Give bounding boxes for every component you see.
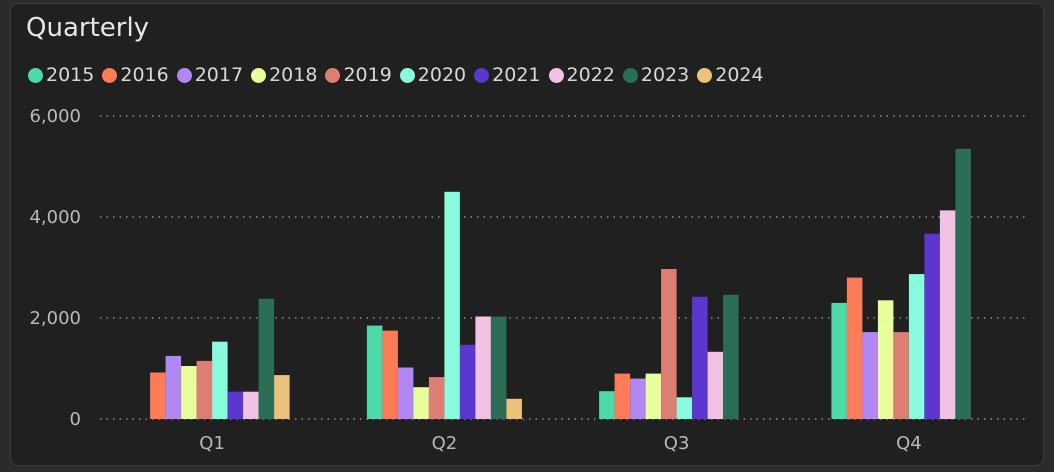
legend-label: 2018 — [269, 64, 318, 86]
legend-label: 2020 — [417, 64, 467, 86]
bar-Q3-2020[interactable] — [676, 397, 693, 419]
legend-label: 2019 — [343, 64, 392, 86]
legend-item-2021[interactable]: 2021 — [474, 64, 541, 86]
x-tick-label: Q4 — [896, 433, 922, 454]
legend-swatch — [325, 67, 341, 83]
legend-item-2016[interactable]: 2016 — [102, 64, 169, 86]
x-tick-label: Q3 — [664, 433, 690, 454]
bar-Q2-2020[interactable] — [444, 191, 460, 420]
bar-Q4-2015[interactable] — [831, 302, 847, 419]
bar-Q1-2016[interactable] — [150, 372, 166, 420]
legend-item-2020[interactable]: 2020 — [399, 64, 467, 86]
legend-label: 2021 — [492, 64, 541, 86]
bar-Q3-2019[interactable] — [661, 269, 677, 419]
y-tick-label: 0 — [70, 409, 81, 430]
bar-Q3-2021[interactable] — [692, 296, 708, 419]
bar-Q2-2022[interactable] — [475, 316, 491, 420]
bar-Q2-2015[interactable] — [366, 325, 383, 419]
bar-Q2-2018[interactable] — [413, 387, 429, 419]
legend-swatch — [102, 67, 118, 83]
bar-Q2-2016[interactable] — [382, 330, 398, 419]
plot-area: 0 2,000 4,000 6,000 Q1 Q2 Q3 Q4 — [29, 106, 1029, 454]
legend-swatch — [251, 67, 267, 83]
x-tick-label: Q2 — [432, 433, 458, 454]
bar-Q2-2017[interactable] — [397, 367, 414, 420]
x-tick-label: Q1 — [199, 433, 225, 454]
chart-card: Quarterly 2015 2016 2017 2018 2019 2020 2021 20… — [10, 3, 1044, 466]
bar-Q4-2018[interactable] — [877, 300, 894, 419]
bar-Q1-2021[interactable] — [227, 391, 244, 419]
bar-Q4-2016[interactable] — [846, 277, 863, 419]
bar-Q2-2019[interactable] — [428, 377, 445, 419]
legend-item-2017[interactable]: 2017 — [176, 64, 244, 86]
bar-Q4-2017[interactable] — [862, 332, 878, 419]
legend-item-2018[interactable]: 2018 — [251, 64, 317, 86]
bar-Q3-2018[interactable] — [645, 373, 662, 419]
legend-swatch — [399, 67, 415, 83]
bar-Q1-2022[interactable] — [243, 391, 259, 419]
bar-Q2-2021[interactable] — [459, 344, 476, 419]
bar-Q1-2017[interactable] — [165, 355, 182, 419]
legend-label: 2015 — [46, 64, 95, 86]
bar-Q3-2023[interactable] — [723, 294, 739, 419]
chart-title: Quarterly — [26, 13, 150, 43]
legend-item-2015[interactable]: 2015 — [28, 64, 94, 86]
bar-Q1-2023[interactable] — [258, 298, 275, 419]
legend-item-2024[interactable]: 2024 — [697, 64, 764, 86]
legend-item-2019[interactable]: 2019 — [325, 64, 392, 86]
legend: 2015 2016 2017 2018 2019 2020 2021 2022 2023 2024 — [28, 63, 772, 87]
bar-Q1-2020[interactable] — [212, 341, 228, 419]
y-tick-label: 4,000 — [29, 207, 81, 228]
y-tick-label: 2,000 — [29, 308, 81, 329]
legend-label: 2017 — [194, 64, 244, 86]
legend-swatch — [697, 67, 713, 83]
bar-Q1-2024[interactable] — [274, 375, 290, 419]
bar-Q4-2022[interactable] — [939, 210, 956, 419]
bar-Q2-2024[interactable] — [506, 398, 522, 419]
legend-swatch — [176, 67, 192, 83]
legend-swatch — [474, 67, 490, 83]
bar-Q3-2022[interactable] — [707, 351, 724, 419]
bar-Q1-2019[interactable] — [196, 360, 213, 419]
legend-label: 2022 — [566, 64, 615, 86]
legend-item-2023[interactable]: 2023 — [622, 64, 690, 86]
bar-Q3-2017[interactable] — [630, 378, 646, 419]
legend-swatch — [28, 67, 43, 83]
bar-Q3-2015[interactable] — [599, 391, 615, 419]
legend-label: 2023 — [640, 64, 690, 86]
legend-label: 2024 — [715, 64, 764, 86]
bar-Q4-2023[interactable] — [955, 148, 971, 420]
y-tick-label: 6,000 — [29, 106, 81, 127]
legend-item-2022[interactable]: 2022 — [548, 64, 615, 86]
bar-Q4-2020[interactable] — [908, 274, 925, 419]
legend-label: 2016 — [120, 64, 169, 86]
bar-Q3-2016[interactable] — [614, 373, 631, 419]
bar-Q2-2023[interactable] — [490, 316, 507, 420]
bar-Q4-2021[interactable] — [924, 233, 940, 419]
legend-swatch — [548, 67, 564, 83]
bar-Q4-2019[interactable] — [893, 332, 909, 419]
legend-swatch — [622, 67, 638, 83]
bar-Q1-2018[interactable] — [181, 366, 197, 419]
